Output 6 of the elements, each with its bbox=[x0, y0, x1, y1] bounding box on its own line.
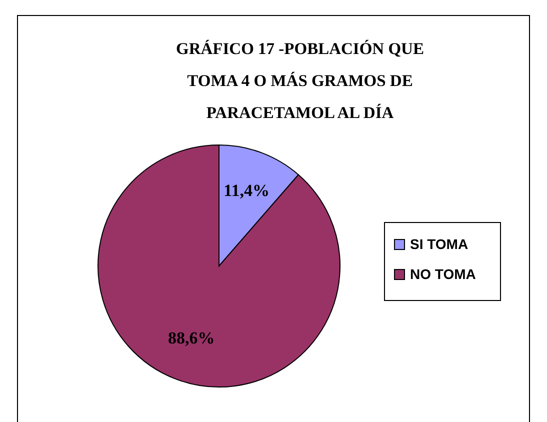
legend-label: NO TOMA bbox=[410, 266, 476, 282]
pie-slice bbox=[98, 144, 340, 388]
data-label: 88,6% bbox=[168, 328, 215, 348]
data-label: 11,4% bbox=[224, 181, 270, 200]
legend-label: SI TOMA bbox=[410, 236, 468, 252]
chart-title: GRÁFICO 17 -POBLACIÓN QUE TOMA 4 O MÁS GRAMOS DE PARACETAMOL AL DÍA bbox=[176, 39, 424, 122]
